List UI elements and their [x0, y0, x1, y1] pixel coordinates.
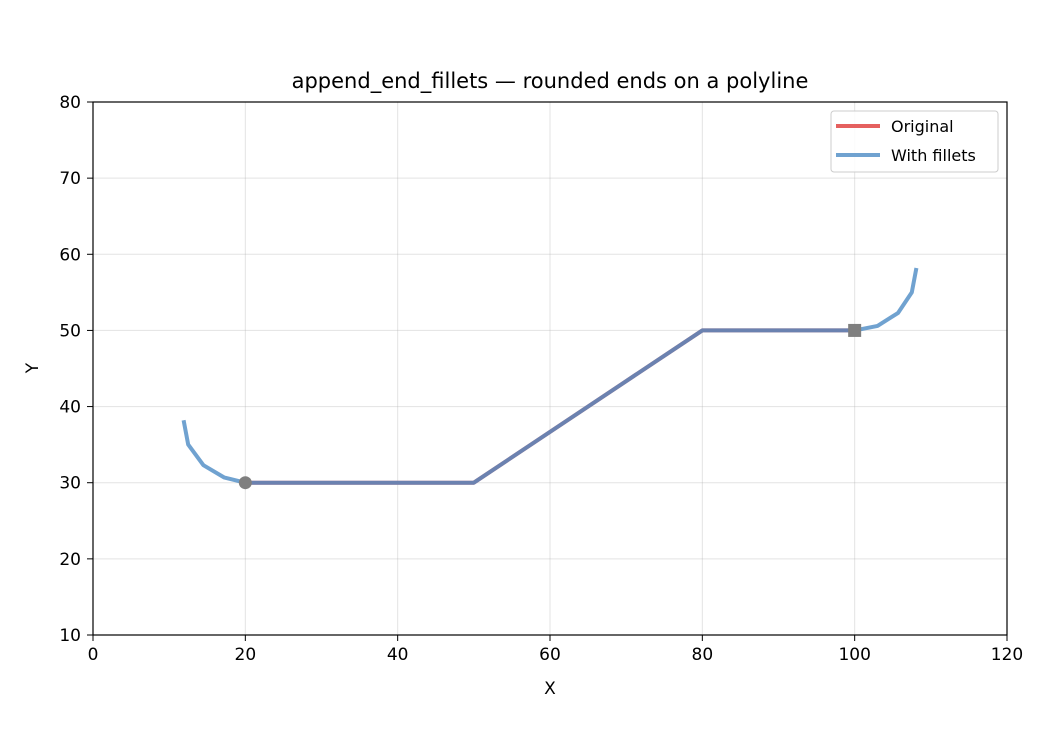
- series-lines: [181, 267, 919, 485]
- end-point-marker: [848, 323, 862, 337]
- y-tick-label: 20: [59, 550, 81, 570]
- start-point-marker: [238, 476, 252, 490]
- y-tick-label: 40: [59, 398, 81, 418]
- y-axis-label: Y: [23, 362, 43, 374]
- legend-label-original: Original: [891, 117, 954, 136]
- x-tick-label: 60: [539, 645, 561, 665]
- x-tick-label: 120: [991, 645, 1023, 665]
- legend: Original With fillets: [830, 110, 999, 173]
- y-tick-label: 50: [59, 321, 81, 341]
- axis-ticks: 0 20 40 60 80 100 120 10 20 30 40 50 60 70 80: [59, 93, 1023, 665]
- x-axis-label: X: [544, 679, 556, 699]
- chart-title: append_end_fillets — rounded ends on a p…: [292, 69, 809, 94]
- x-tick-label: 80: [692, 645, 714, 665]
- endpoint-markers: [238, 323, 862, 490]
- y-tick-label: 30: [59, 474, 81, 494]
- y-tick-label: 60: [59, 245, 81, 265]
- y-tick-label: 80: [59, 93, 81, 113]
- x-tick-label: 100: [838, 645, 870, 665]
- x-tick-label: 40: [387, 645, 409, 665]
- series-line-with-fillets: [181, 267, 919, 485]
- x-tick-label: 20: [235, 645, 257, 665]
- x-tick-label: 0: [88, 645, 99, 665]
- y-tick-label: 70: [59, 169, 81, 189]
- legend-label-with-fillets: With fillets: [891, 146, 976, 165]
- y-tick-label: 10: [59, 626, 81, 646]
